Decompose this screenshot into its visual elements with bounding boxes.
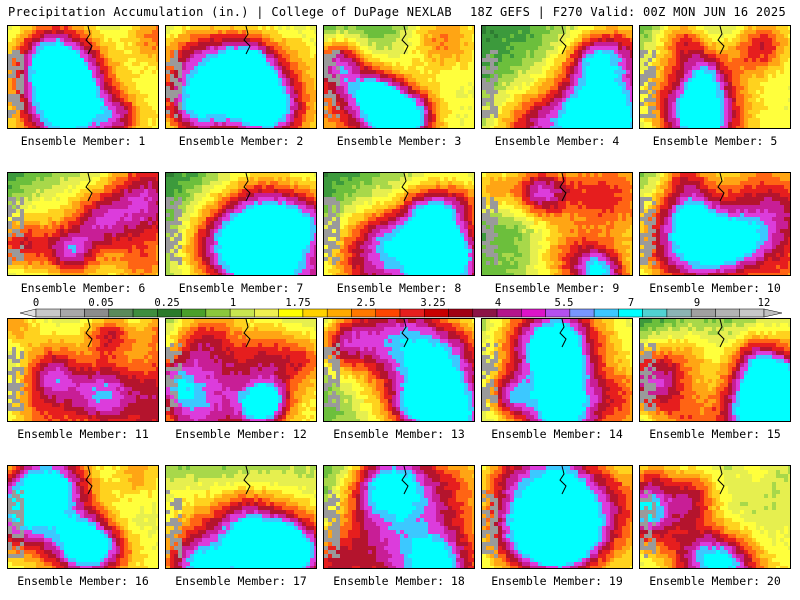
member-map-13 <box>323 318 475 422</box>
colorbar-max-arrow <box>763 308 783 318</box>
colorbar-bin <box>642 308 668 318</box>
member-label-14: Ensemble Member: 14 <box>491 427 623 441</box>
member-label-9: Ensemble Member: 9 <box>494 281 620 295</box>
member-map-4 <box>481 25 633 129</box>
member-map-12 <box>165 318 317 422</box>
colorbar-tick: 0.25 <box>154 297 180 309</box>
colorbar-bin <box>278 308 304 318</box>
colorbar-bin <box>84 308 110 318</box>
colorbar-bin <box>399 308 425 318</box>
colorbar-tick: 1.75 <box>285 297 311 309</box>
colorbar-bin <box>326 308 352 318</box>
member-label-12: Ensemble Member: 12 <box>175 427 307 441</box>
member-map-10 <box>639 172 791 276</box>
member-map-6 <box>7 172 159 276</box>
map-title: Precipitation Accumulation (in.) | Colle… <box>8 5 452 19</box>
colorbar-bin <box>472 308 498 318</box>
colorbar-bin <box>35 308 61 318</box>
colorbar-tick: 5.5 <box>554 297 574 309</box>
member-map-5 <box>639 25 791 129</box>
colorbar-bin <box>569 308 595 318</box>
colorbar-bin <box>715 308 740 318</box>
colorbar-bin <box>60 308 85 318</box>
model-run-info: 18Z GEFS | F270 Valid: 00Z MON JUN 16 20… <box>469 5 786 19</box>
member-map-2 <box>165 25 317 129</box>
colorbar-bin <box>496 308 522 318</box>
member-label-15: Ensemble Member: 15 <box>649 427 781 441</box>
colorbar-tick: 2.5 <box>356 297 376 309</box>
member-map-18 <box>323 465 475 569</box>
colorbar-tick: 9 <box>693 297 701 309</box>
member-map-20 <box>639 465 791 569</box>
member-label-4: Ensemble Member: 4 <box>494 134 620 148</box>
member-label-16: Ensemble Member: 16 <box>17 574 149 588</box>
colorbar-min-arrow <box>19 308 37 318</box>
member-map-19 <box>481 465 633 569</box>
member-map-7 <box>165 172 317 276</box>
colorbar-bin <box>424 308 449 318</box>
colorbar-bin <box>690 308 716 318</box>
colorbar-bin <box>254 308 279 318</box>
colorbar-tick: 12 <box>757 297 771 309</box>
member-label-7: Ensemble Member: 7 <box>178 281 304 295</box>
member-map-11 <box>7 318 159 422</box>
member-map-14 <box>481 318 633 422</box>
colorbar-bin <box>375 308 401 318</box>
member-label-17: Ensemble Member: 17 <box>175 574 307 588</box>
colorbar-bin <box>108 308 134 318</box>
member-label-20: Ensemble Member: 20 <box>649 574 781 588</box>
colorbar-bin <box>545 308 571 318</box>
colorbar-bin <box>618 308 643 318</box>
colorbar-bin <box>593 308 619 318</box>
member-label-6: Ensemble Member: 6 <box>20 281 146 295</box>
member-label-2: Ensemble Member: 2 <box>178 134 304 148</box>
colorbar-bin <box>181 308 207 318</box>
colorbar-tick: 3.25 <box>420 297 446 309</box>
member-label-10: Ensemble Member: 10 <box>649 281 781 295</box>
colorbar-bin <box>205 308 231 318</box>
member-map-16 <box>7 465 159 569</box>
colorbar-tick: 1 <box>229 297 237 309</box>
colorbar-tick: 4 <box>494 297 502 309</box>
colorbar-bin <box>157 308 182 318</box>
member-label-18: Ensemble Member: 18 <box>333 574 465 588</box>
colorbar-bin <box>302 308 328 318</box>
member-label-11: Ensemble Member: 11 <box>17 427 149 441</box>
member-map-15 <box>639 318 791 422</box>
precipitation-colorbar <box>19 308 783 318</box>
member-map-17 <box>165 465 317 569</box>
member-label-3: Ensemble Member: 3 <box>336 134 462 148</box>
colorbar-bin <box>229 308 255 318</box>
colorbar-tick: 0.05 <box>88 297 114 309</box>
colorbar-tick: 7 <box>627 297 635 309</box>
member-label-19: Ensemble Member: 19 <box>491 574 623 588</box>
member-label-5: Ensemble Member: 5 <box>652 134 778 148</box>
colorbar-bin <box>132 308 158 318</box>
colorbar-bin <box>739 308 765 318</box>
colorbar-bin <box>351 308 376 318</box>
member-map-8 <box>323 172 475 276</box>
colorbar-bin <box>666 308 692 318</box>
colorbar-bin <box>448 308 474 318</box>
member-map-1 <box>7 25 159 129</box>
member-label-13: Ensemble Member: 13 <box>333 427 465 441</box>
member-map-9 <box>481 172 633 276</box>
colorbar-bin <box>521 308 546 318</box>
member-label-8: Ensemble Member: 8 <box>336 281 462 295</box>
colorbar-tick: 0 <box>32 297 40 309</box>
member-label-1: Ensemble Member: 1 <box>20 134 146 148</box>
member-map-3 <box>323 25 475 129</box>
